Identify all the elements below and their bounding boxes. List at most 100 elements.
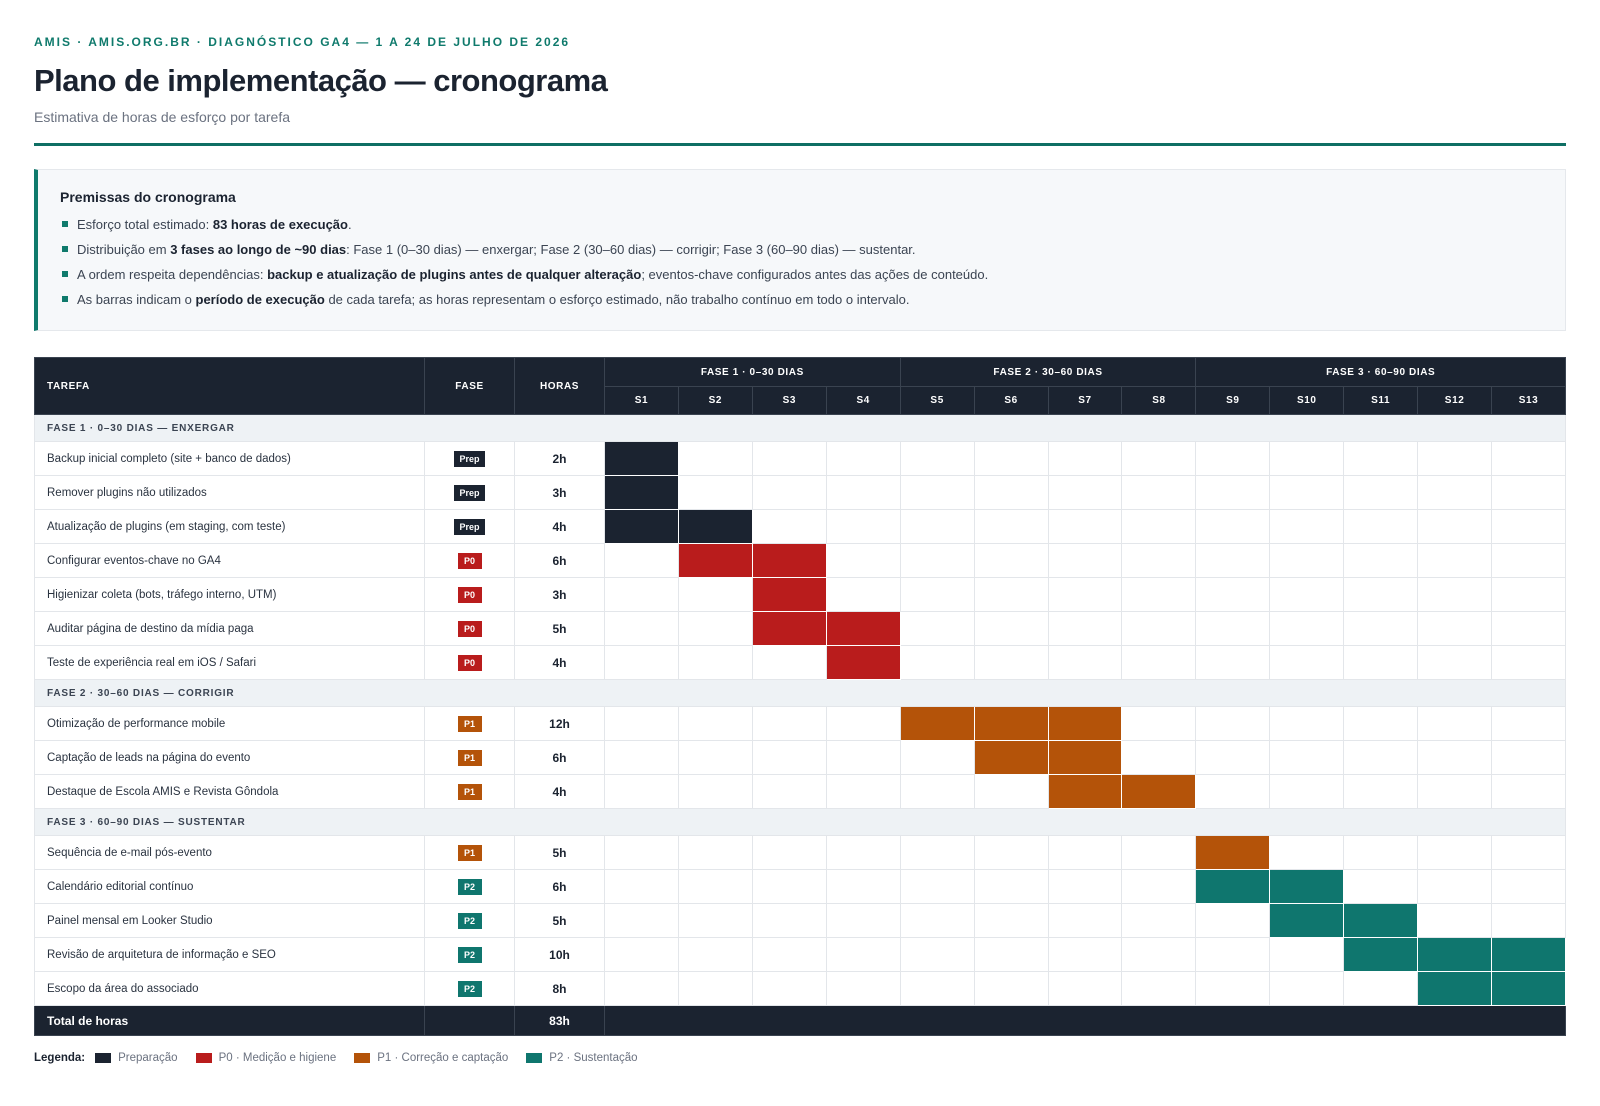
- week-header: S7: [1047, 386, 1123, 415]
- phase-group-header: FASE 3 · 60–90 DIAS: [1195, 357, 1566, 387]
- task-name: Calendário editorial contínuo: [34, 869, 425, 904]
- gantt-empty-cell: [973, 937, 1049, 972]
- task-hours: 6h: [514, 740, 605, 775]
- gantt-empty-cell: [1491, 869, 1566, 904]
- gantt-empty-cell: [1417, 543, 1493, 578]
- gantt-empty-cell: [1195, 577, 1271, 612]
- task-phase: P2: [424, 971, 515, 1006]
- gantt-empty-cell: [1195, 509, 1271, 544]
- premise-text: de cada tarefa; as horas representam o e…: [324, 292, 910, 307]
- table-row: Atualização de plugins (em staging, com …: [34, 509, 1566, 544]
- gantt-empty-cell: [825, 706, 901, 741]
- gantt-empty-cell: [825, 774, 901, 809]
- premise-emphasis: período de execução: [195, 292, 325, 307]
- legend-swatch: [95, 1053, 112, 1063]
- gantt-bar-segment: [604, 509, 679, 544]
- gantt-empty-cell: [677, 475, 753, 510]
- gantt-empty-cell: [677, 706, 753, 741]
- table-row: Painel mensal em Looker Studio P2 5h: [34, 903, 1566, 938]
- gantt-empty-cell: [825, 937, 901, 972]
- table-row: Captação de leads na página do evento P1 6…: [34, 740, 1566, 775]
- task-phase: P0: [424, 645, 515, 680]
- task-phase: Prep: [424, 441, 515, 476]
- gantt-empty-cell: [1121, 577, 1197, 612]
- table-row: Escopo da área do associado P2 8h: [34, 971, 1566, 1006]
- gantt-empty-cell: [973, 611, 1049, 646]
- premise-item: Esforço total estimado: 83 horas de exec…: [60, 216, 1543, 233]
- gantt-bar-segment: [825, 645, 901, 680]
- gantt-empty-cell: [1343, 475, 1419, 510]
- gantt-empty-cell: [1121, 475, 1197, 510]
- task-phase: Prep: [424, 475, 515, 510]
- table-row: Otimização de performance mobile P1 12h: [34, 706, 1566, 741]
- table-row: Teste de experiência real em iOS / Safar…: [34, 645, 1566, 680]
- gantt-empty-cell: [1047, 645, 1123, 680]
- legend-item-label: Preparação: [118, 1052, 178, 1064]
- gantt-empty-cell: [1121, 835, 1197, 870]
- gantt-empty-cell: [1417, 835, 1493, 870]
- premise-emphasis: 3 fases ao longo de ~90 dias: [170, 242, 347, 257]
- gantt-empty-cell: [751, 869, 827, 904]
- gantt-bar-segment: [973, 740, 1049, 775]
- gantt-bar-segment: [677, 509, 753, 544]
- gantt-empty-cell: [1195, 475, 1271, 510]
- table-row: Sequência de e-mail pós-evento P1 5h: [34, 835, 1566, 870]
- task-name: Auditar página de destino da mídia paga: [34, 611, 425, 646]
- table-row: Remover plugins não utilizados Prep 3h: [34, 475, 1566, 510]
- gantt-empty-cell: [751, 937, 827, 972]
- gantt-empty-cell: [973, 509, 1049, 544]
- task-phase: P0: [424, 543, 515, 578]
- gantt-bar-segment: [1343, 903, 1419, 938]
- legend-item: P2 · Sustentação: [526, 1052, 638, 1064]
- total-timeline-fill: [604, 1005, 1566, 1036]
- task-hours: 5h: [514, 903, 605, 938]
- premise-text: Distribuição em: [77, 242, 171, 257]
- gantt-empty-cell: [1195, 706, 1271, 741]
- task-name: Destaque de Escola AMIS e Revista Gôndol…: [34, 774, 425, 809]
- phase-badge: P2: [457, 946, 482, 963]
- gantt-empty-cell: [825, 577, 901, 612]
- gantt-empty-cell: [973, 645, 1049, 680]
- gantt-empty-cell: [1417, 706, 1493, 741]
- task-hours: 6h: [514, 869, 605, 904]
- gantt-empty-cell: [1047, 577, 1123, 612]
- phase-group-header: FASE 1 · 0–30 DIAS: [604, 357, 901, 387]
- gantt-empty-cell: [751, 509, 827, 544]
- task-name: Configurar eventos-chave no GA4: [34, 543, 425, 578]
- gantt-bar-segment: [825, 611, 901, 646]
- gantt-empty-cell: [751, 835, 827, 870]
- gantt-empty-cell: [604, 835, 679, 870]
- legend-item-label: P1 · Correção e captação: [377, 1052, 509, 1064]
- week-header: S12: [1417, 386, 1493, 415]
- gantt-empty-cell: [1195, 441, 1271, 476]
- gantt-empty-cell: [1417, 509, 1493, 544]
- gantt-empty-cell: [604, 869, 679, 904]
- gantt-empty-cell: [751, 740, 827, 775]
- gantt-empty-cell: [604, 543, 679, 578]
- gantt-bar-segment: [1195, 835, 1271, 870]
- gantt-empty-cell: [1491, 835, 1566, 870]
- premise-text: .: [347, 217, 352, 232]
- gantt-empty-cell: [677, 774, 753, 809]
- task-hours: 5h: [514, 611, 605, 646]
- section-label: FASE 1 · 0–30 DIAS — ENXERGAR: [34, 414, 1566, 442]
- gantt-empty-cell: [1047, 509, 1123, 544]
- gantt-empty-cell: [677, 645, 753, 680]
- gantt-empty-cell: [899, 971, 975, 1006]
- gantt-empty-cell: [604, 706, 679, 741]
- gantt-empty-cell: [825, 869, 901, 904]
- gantt-bar-segment: [1269, 869, 1345, 904]
- gantt-empty-cell: [1491, 903, 1566, 938]
- column-header-task: TAREFA: [34, 357, 425, 415]
- total-hours: 83h: [514, 1005, 605, 1036]
- legend-item: Preparação: [95, 1052, 178, 1064]
- gantt-empty-cell: [1491, 706, 1566, 741]
- gantt-empty-cell: [1121, 869, 1197, 904]
- gantt-empty-cell: [604, 740, 679, 775]
- gantt-empty-cell: [899, 937, 975, 972]
- gantt-empty-cell: [1491, 577, 1566, 612]
- premise-emphasis: backup e atualização de plugins antes de…: [267, 267, 642, 282]
- premise-item: As barras indicam o período de execução …: [60, 291, 1543, 308]
- gantt-empty-cell: [1047, 611, 1123, 646]
- gantt-empty-cell: [751, 971, 827, 1006]
